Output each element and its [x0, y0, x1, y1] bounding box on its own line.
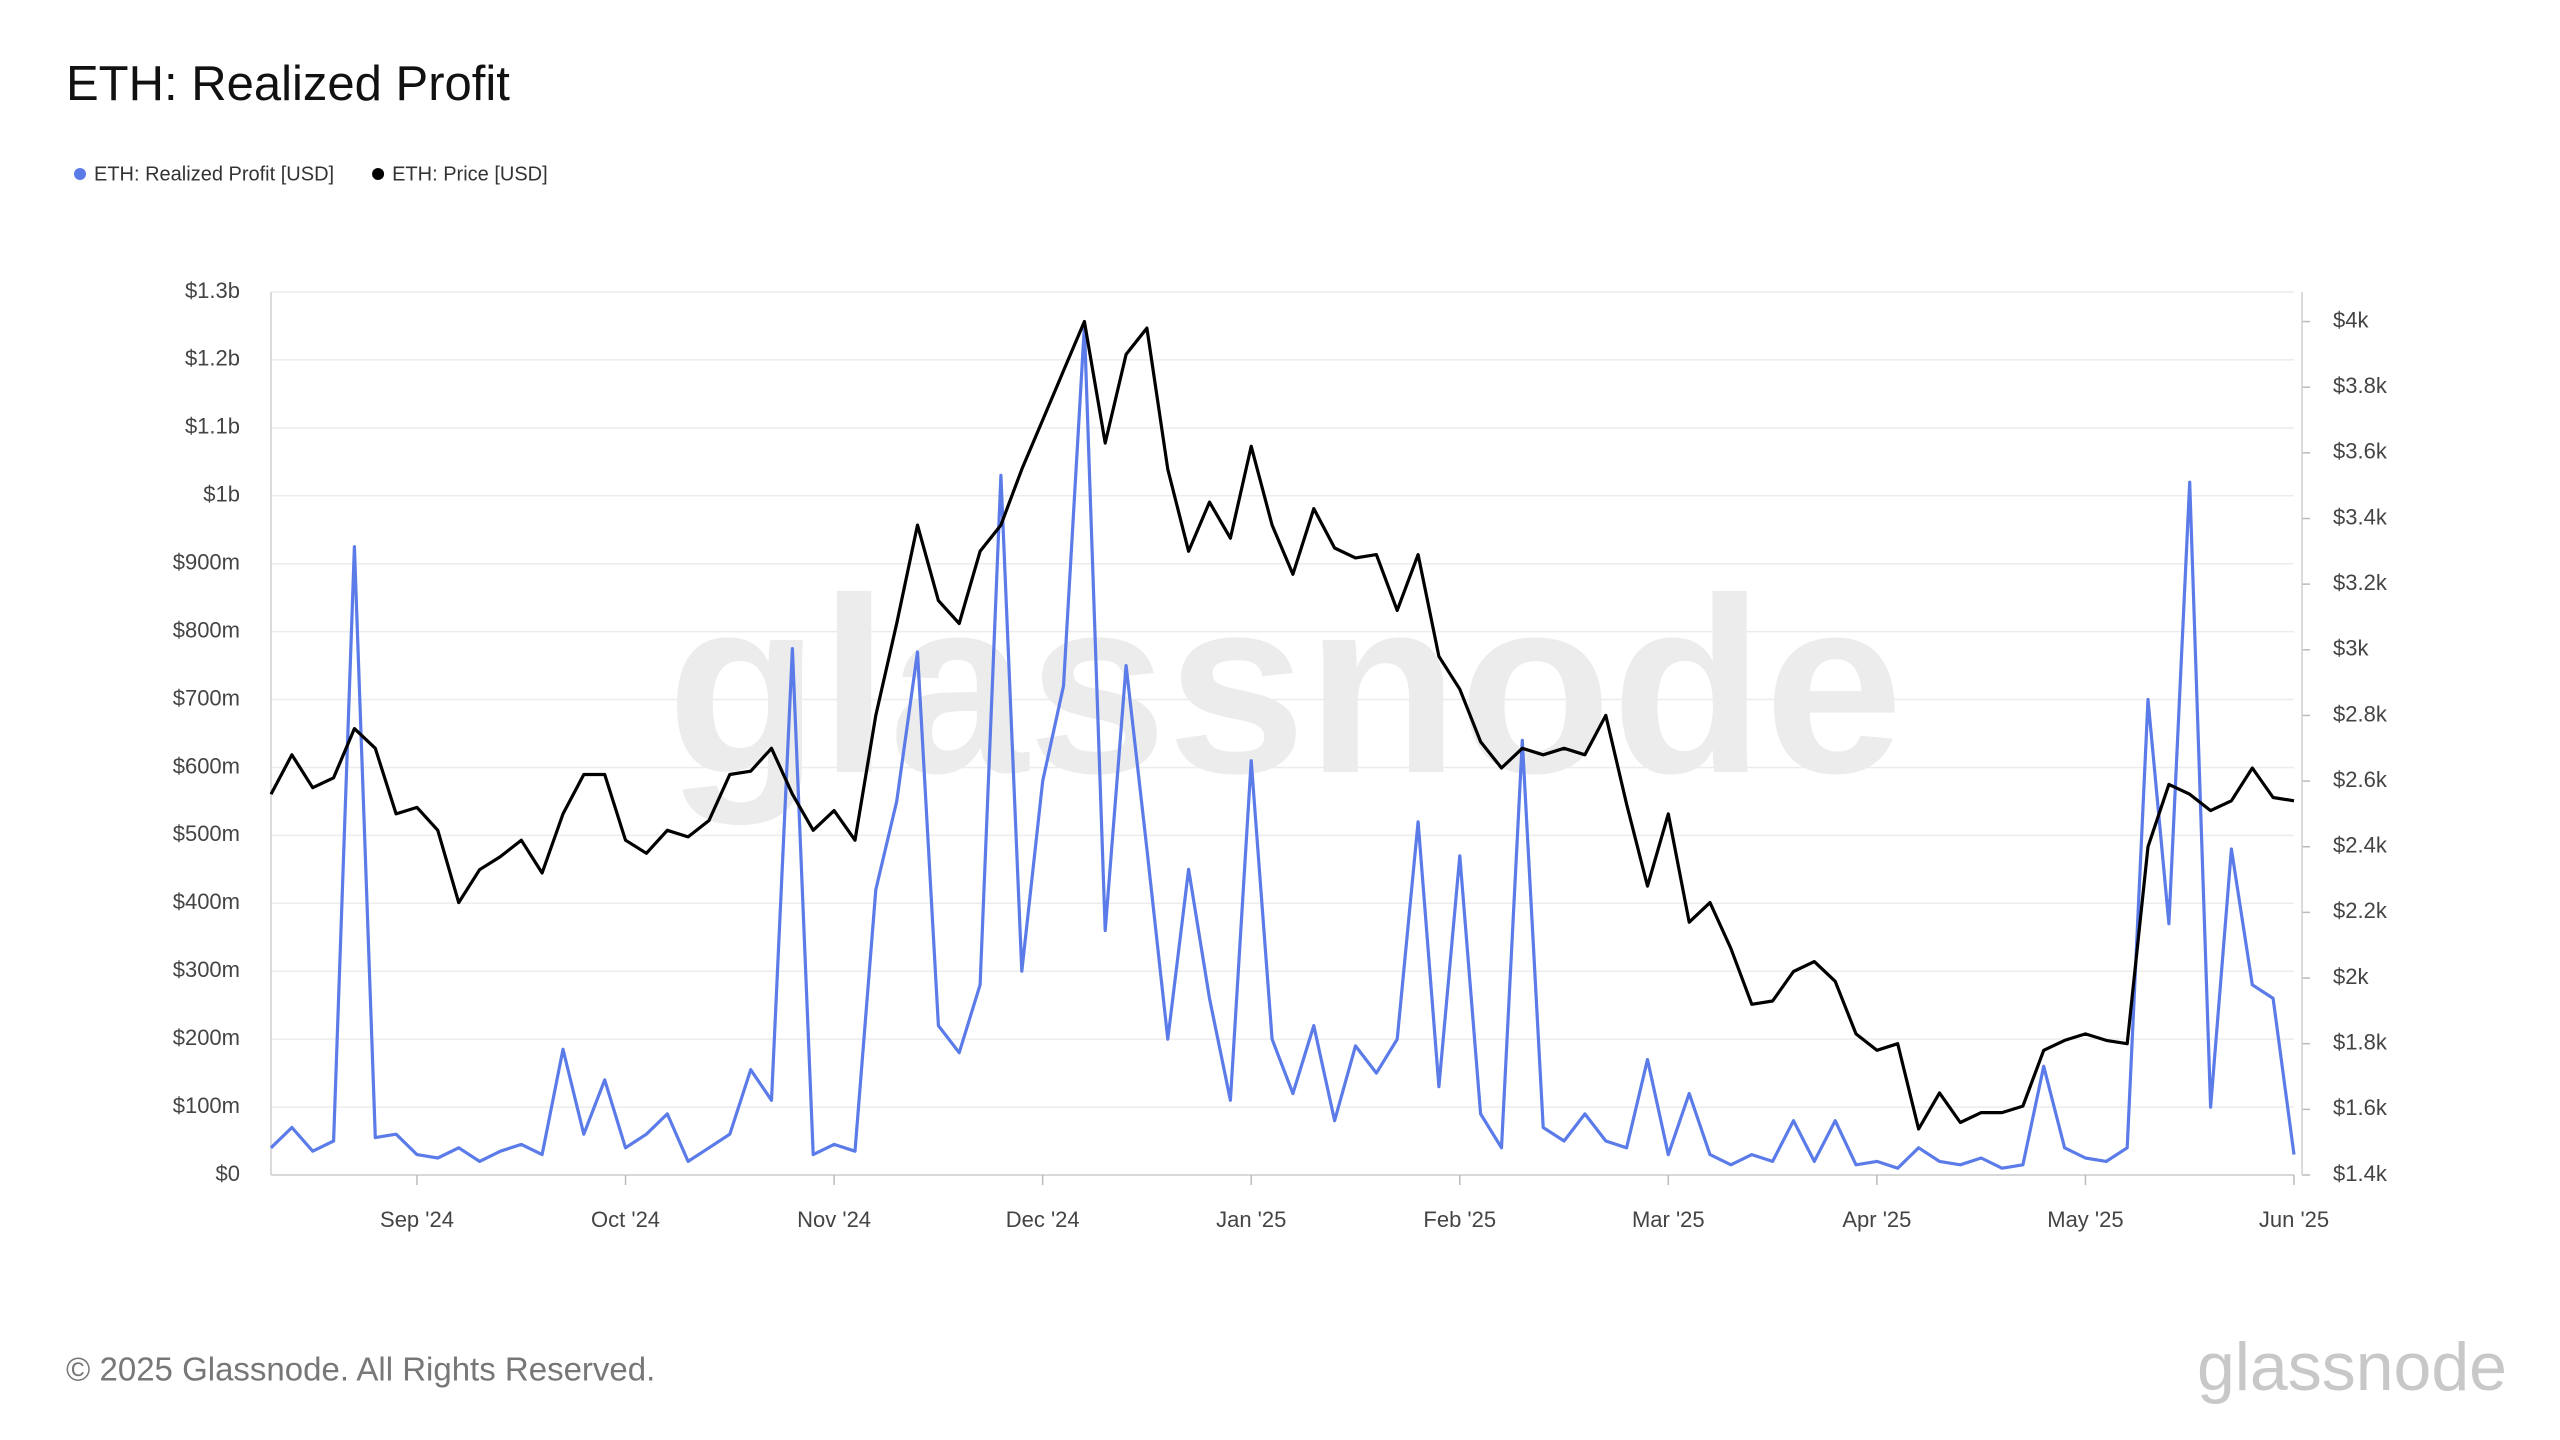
x-tick-label: May '25 — [2047, 1207, 2123, 1232]
y-tick-label: $300m — [173, 957, 240, 982]
y-tick-label: $0 — [216, 1161, 240, 1186]
y2-tick-label: $2.8k — [2333, 701, 2388, 726]
x-tick-label: Mar '25 — [1632, 1207, 1705, 1232]
x-tick-label: Jun '25 — [2259, 1207, 2329, 1232]
y-tick-label: $100m — [173, 1093, 240, 1118]
y-tick-label: $500m — [173, 821, 240, 846]
x-tick-label: Dec '24 — [1006, 1207, 1080, 1232]
legend-label: ETH: Price [USD] — [392, 163, 548, 185]
y-tick-label: $1.1b — [185, 414, 240, 439]
x-tick-label: Jan '25 — [1216, 1207, 1286, 1232]
y2-tick-label: $3.8k — [2333, 373, 2388, 398]
legend-item: ETH: Price [USD] — [372, 163, 548, 185]
y-tick-label: $700m — [173, 685, 240, 710]
footer: © 2025 Glassnode. All Rights Reserved. — [66, 1351, 655, 1388]
x-tick-label: Oct '24 — [591, 1207, 660, 1232]
series-line — [269, 324, 2296, 1170]
legend-label: ETH: Realized Profit [USD] — [94, 163, 334, 185]
y-tick-label: $1.2b — [185, 346, 240, 371]
x-tick-label: Sep '24 — [380, 1207, 454, 1232]
y2-tick-label: $4k — [2333, 307, 2369, 332]
y2-tick-label: $1.6k — [2333, 1095, 2388, 1120]
y2-tick-label: $2.2k — [2333, 898, 2388, 923]
y2-tick-label: $2.6k — [2333, 767, 2388, 792]
y2-tick-label: $3k — [2333, 636, 2369, 661]
y2-tick-label: $1.8k — [2333, 1030, 2388, 1055]
y-tick-label: $600m — [173, 753, 240, 778]
series-line — [269, 319, 2295, 1131]
y2-tick-label: $2.4k — [2333, 833, 2388, 858]
y2-tick-label: $2k — [2333, 964, 2369, 989]
y-tick-label: $1b — [203, 482, 240, 507]
x-tick-label: Feb '25 — [1423, 1207, 1496, 1232]
y2-tick-label: $3.2k — [2333, 570, 2388, 595]
y-tick-label: $400m — [173, 889, 240, 914]
legend-swatch — [74, 168, 86, 180]
y2-tick-label: $3.4k — [2333, 504, 2388, 529]
x-tick-label: Apr '25 — [1842, 1207, 1911, 1232]
y2-tick-label: $1.4k — [2333, 1161, 2388, 1186]
legend-item: ETH: Realized Profit [USD] — [74, 163, 334, 185]
y2-tick-label: $3.6k — [2333, 439, 2388, 464]
watermark: glassnode — [667, 546, 1903, 825]
chart-title: ETH: Realized Profit — [66, 57, 510, 111]
y-tick-label: $800m — [173, 617, 240, 642]
y-tick-label: $200m — [173, 1025, 240, 1050]
y-tick-label: $900m — [173, 550, 240, 575]
x-tick-label: Nov '24 — [797, 1207, 871, 1232]
y-tick-label: $1.3b — [185, 278, 240, 303]
legend-swatch — [372, 168, 385, 180]
brand-logo: glassnode — [2197, 1329, 2507, 1405]
